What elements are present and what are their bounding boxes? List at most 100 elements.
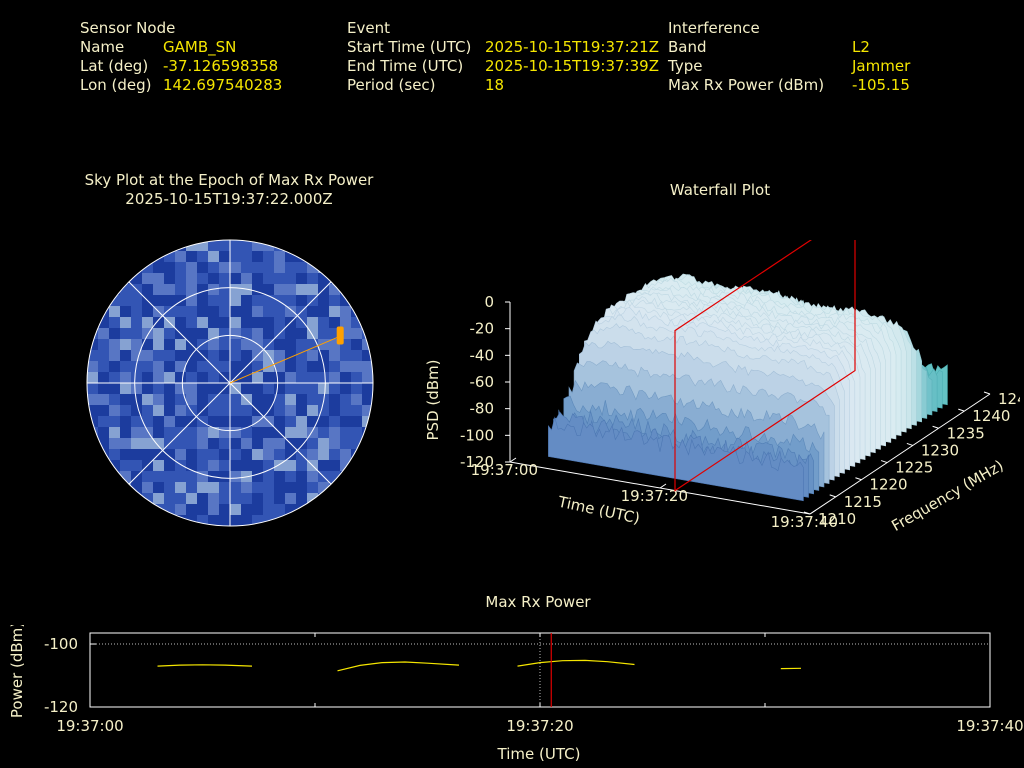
sky-cell [329, 383, 341, 395]
sky-cell [230, 427, 242, 439]
sky-cell [98, 405, 110, 417]
sky-cell [164, 240, 176, 252]
sky-cell [87, 295, 99, 307]
sky-cell [241, 515, 253, 526]
sky-cell [329, 317, 341, 329]
sky-cell [153, 339, 165, 351]
sky-cell [351, 493, 363, 505]
sky-cell [87, 493, 99, 505]
sky-cell [241, 350, 253, 362]
sky-cell [241, 328, 253, 340]
sky-cell [263, 295, 275, 307]
sky-cell [120, 240, 132, 252]
sky-cell [230, 295, 242, 307]
sky-cell [219, 273, 231, 285]
sky-cell [186, 284, 198, 296]
sky-cell [241, 240, 253, 252]
sky-cell [307, 427, 319, 439]
sky-cell [329, 394, 341, 406]
sky-cell [109, 416, 121, 428]
sky-cell [318, 449, 330, 461]
sky-cell [208, 449, 220, 461]
sky-cell [164, 328, 176, 340]
sky-cell [296, 438, 308, 450]
sky-cell [296, 493, 308, 505]
sky-cell [285, 361, 297, 373]
sky-cell [109, 460, 121, 472]
sky-cell [362, 515, 373, 526]
sky-cell [87, 471, 99, 483]
sky-cell [318, 482, 330, 494]
sky-cell [208, 273, 220, 285]
sky-cell [230, 449, 242, 461]
sky-cell [307, 449, 319, 461]
lon-value: 142.697540283 [163, 76, 283, 94]
sky-cell [351, 438, 363, 450]
sky-cell [131, 372, 143, 384]
sky-cell [131, 317, 143, 329]
sky-cell [241, 482, 253, 494]
sky-cell [142, 273, 154, 285]
sky-cell [274, 405, 286, 417]
sky-cell [318, 295, 330, 307]
sky-cell [329, 295, 341, 307]
sky-cell [307, 372, 319, 384]
sky-cell [175, 295, 187, 307]
frequency-axis-line [809, 393, 991, 515]
sky-cell [241, 416, 253, 428]
sky-cell [208, 284, 220, 296]
sky-cell [230, 328, 242, 340]
sky-cell [208, 306, 220, 318]
sky-cell [186, 438, 198, 450]
sky-cell [318, 405, 330, 417]
sky-cell [252, 394, 264, 406]
jammer-source-marker [336, 326, 344, 345]
sky-cell [318, 438, 330, 450]
sky-cell [186, 471, 198, 483]
sky-cell [263, 328, 275, 340]
power-axis-label: Power (dBm) [8, 625, 26, 718]
sky-cell [197, 427, 209, 439]
sky-cell [153, 438, 165, 450]
sky-cell [241, 339, 253, 351]
sky-cell [318, 372, 330, 384]
sky-cell [307, 273, 319, 285]
marker-time-plane [674, 240, 856, 492]
sky-cell [164, 427, 176, 439]
start-time-value: 2025-10-15T19:37:21Z [485, 38, 659, 56]
frequency-tick [932, 425, 939, 429]
sky-cell [340, 328, 352, 340]
sky-cell [175, 438, 187, 450]
sky-cell [362, 438, 373, 450]
sky-cell [274, 273, 286, 285]
sky-cell [340, 295, 352, 307]
sky-cell [98, 504, 110, 516]
sky-cell [340, 262, 352, 274]
sky-cell [219, 295, 231, 307]
sky-cell [131, 383, 143, 395]
sky-cell [120, 460, 132, 472]
sky-cell [340, 493, 352, 505]
sky-cell [164, 361, 176, 373]
sky-cell [296, 317, 308, 329]
sky-plot [86, 239, 374, 527]
sky-cell [208, 262, 220, 274]
sky-cell [153, 515, 165, 526]
sky-cell [87, 350, 99, 362]
sky-cell [142, 383, 154, 395]
sky-cell [109, 383, 121, 395]
sky-cell [197, 339, 209, 351]
frequency-tick-label: 1215 [844, 493, 882, 511]
sky-cell [98, 350, 110, 362]
sky-cell [186, 460, 198, 472]
sky-cell [120, 317, 132, 329]
sky-cell [362, 317, 373, 329]
sky-cell [153, 317, 165, 329]
sky-cell [340, 416, 352, 428]
sky-cell [296, 295, 308, 307]
sky-cell [98, 240, 110, 252]
sky-cell [219, 339, 231, 351]
sky-cell [98, 427, 110, 439]
sky-cell [241, 493, 253, 505]
sky-cell [329, 493, 341, 505]
